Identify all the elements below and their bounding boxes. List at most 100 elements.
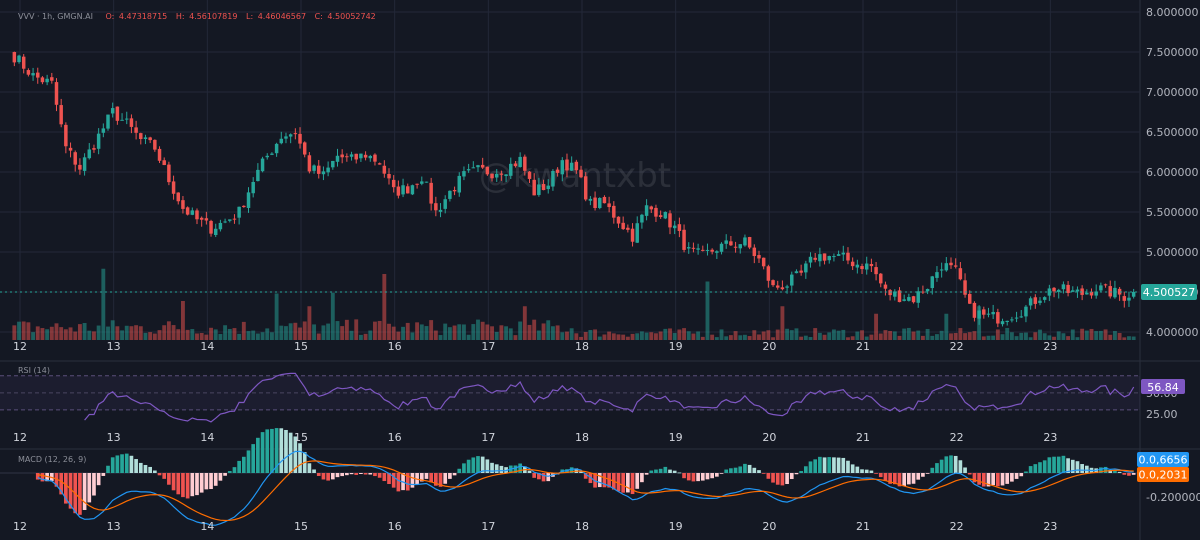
macd-histogram-bar xyxy=(654,469,658,473)
macd-histogram-bar xyxy=(672,470,677,473)
candle-body xyxy=(434,203,438,211)
macd-histogram-bar xyxy=(757,470,761,473)
candle-body xyxy=(902,299,906,301)
candle-body xyxy=(616,216,621,224)
volume-bar xyxy=(269,332,274,340)
volume-bar xyxy=(241,321,246,340)
candle-body xyxy=(349,154,354,157)
time-tick-label: 13 xyxy=(107,340,121,353)
volume-bar xyxy=(1000,334,1005,340)
volume-bar xyxy=(827,332,832,340)
volume-bar xyxy=(546,320,551,340)
macd-histogram-bar xyxy=(195,473,199,496)
candle-body xyxy=(17,55,21,63)
macd-histogram-bar xyxy=(691,473,696,482)
candle-body xyxy=(307,155,312,172)
macd-histogram-bar xyxy=(162,473,167,479)
volume-bar xyxy=(714,337,719,340)
volume-bar xyxy=(1047,335,1052,340)
macd-histogram-bar xyxy=(579,471,583,473)
volume-bar xyxy=(532,319,537,340)
volume-bar xyxy=(686,331,691,340)
time-tick-label: 23 xyxy=(1043,431,1057,444)
candle-body xyxy=(986,313,991,315)
candle-body xyxy=(331,160,335,168)
candle-body xyxy=(612,205,616,218)
volume-bar xyxy=(401,326,405,340)
candle-body xyxy=(996,312,1000,324)
macd-histogram-bar xyxy=(963,467,967,473)
price-tick-label: 5.500000 xyxy=(1146,206,1199,219)
macd-histogram-bar xyxy=(471,457,476,473)
candle-body xyxy=(448,190,452,199)
macd-histogram-bar xyxy=(1103,466,1108,473)
candle-body xyxy=(1117,288,1122,295)
candle-body xyxy=(813,257,817,260)
volume-bar xyxy=(682,328,686,340)
volume-bar xyxy=(527,324,532,340)
candle-body xyxy=(106,114,110,129)
volume-bar xyxy=(284,326,288,340)
time-tick-label: 18 xyxy=(575,431,589,444)
volume-bar xyxy=(850,336,855,340)
macd-histogram-bar xyxy=(789,473,794,480)
volume-bar xyxy=(860,330,864,340)
volume-bar xyxy=(1131,336,1136,340)
macd-histogram-bar xyxy=(546,473,551,482)
macd-histogram-bar xyxy=(434,473,438,486)
macd-histogram-bar xyxy=(232,467,237,473)
macd-histogram-bar xyxy=(1070,459,1075,473)
macd-histogram-bar xyxy=(1099,467,1103,473)
macd-histogram-bar xyxy=(92,473,96,496)
macd-histogram-bar xyxy=(668,469,672,473)
candle-body xyxy=(1024,306,1028,317)
macd-pane[interactable] xyxy=(0,450,1140,518)
candle-body xyxy=(251,181,255,194)
volume-bar xyxy=(738,335,743,340)
macd-histogram-bar xyxy=(710,473,714,479)
macd-histogram-bar xyxy=(949,455,953,473)
macd-histogram-bar xyxy=(124,453,129,473)
macd-histogram-bar xyxy=(626,473,630,493)
volume-bar xyxy=(897,335,902,340)
macd-histogram-bar xyxy=(1010,473,1014,482)
candle-body xyxy=(424,181,429,183)
macd-histogram-bar xyxy=(921,473,925,477)
macd-histogram-bar xyxy=(68,473,73,509)
candle-body xyxy=(82,157,87,171)
candle-body xyxy=(228,219,232,221)
volume-bar xyxy=(12,325,17,340)
volume-bar xyxy=(935,334,939,340)
macd-histogram-bar xyxy=(1047,457,1052,473)
candle-body xyxy=(359,153,363,159)
low-value: 4.46046567 xyxy=(258,12,306,21)
signal-value-tag xyxy=(1137,467,1189,482)
macd-histogram-bar xyxy=(345,473,349,476)
candle-body xyxy=(747,237,752,248)
candle-body xyxy=(1028,298,1033,306)
volume-bar xyxy=(340,326,345,340)
price-pane[interactable] xyxy=(0,0,1140,342)
rsi-pane[interactable] xyxy=(0,361,1140,429)
candle-body xyxy=(157,148,162,161)
volume-bar xyxy=(1042,333,1047,340)
candle-body xyxy=(757,255,761,259)
volume-bar xyxy=(1066,336,1071,340)
macd-histogram-bar xyxy=(298,443,302,473)
candle-body xyxy=(420,181,424,184)
candle-body xyxy=(363,154,368,158)
macd-histogram-bar xyxy=(59,473,64,495)
macd-histogram-bar xyxy=(466,459,471,473)
ohlc-legend: VVV · 1h, GMGN.AI O: 4.47318715 H: 4.561… xyxy=(18,12,376,21)
candle-body xyxy=(654,207,658,217)
macd-histogram-bar xyxy=(832,457,836,473)
macd-histogram-bar xyxy=(700,473,705,481)
macd-histogram-bar xyxy=(316,473,321,476)
macd-histogram-bar xyxy=(157,473,162,476)
volume-bar xyxy=(1061,333,1066,340)
candle-body xyxy=(246,192,251,208)
time-axis[interactable]: 12 13 14 15 16 17 18 19 20 21 22 23 12 13 14 15 16 17 18 19… xyxy=(13,340,1057,533)
volume-bar xyxy=(560,332,565,340)
macd-histogram-bar xyxy=(738,466,743,473)
